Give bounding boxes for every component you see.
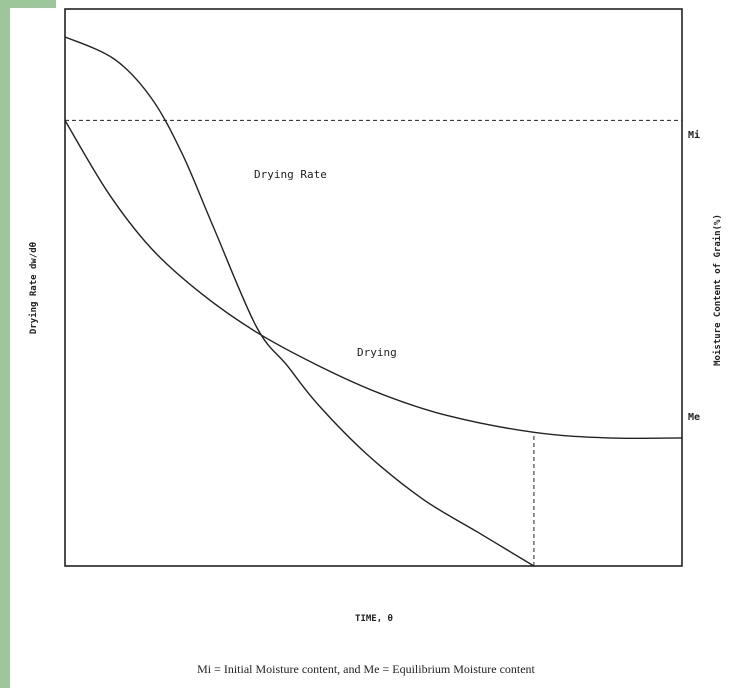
right-tick-me: Me [688,412,700,423]
figure-caption: Mi = Initial Moisture content, and Me = … [197,662,535,676]
y-axis-label-left: Drying Rate dw/dθ [28,242,39,334]
series-drying [64,120,683,440]
series-layer [64,36,683,567]
series-drying-rate [64,36,535,567]
annotation-drying-rate: Drying Rate [254,168,327,181]
annotation-drying: Drying [357,346,397,359]
top-color-band [0,0,56,8]
right-tick-mi: Mi [688,129,700,141]
y-axis-label-right: Moisture Content of Grain(%) [712,214,723,366]
plot-frame [64,8,683,567]
x-axis-label: TIME, θ [355,614,393,624]
side-color-band [0,0,10,688]
